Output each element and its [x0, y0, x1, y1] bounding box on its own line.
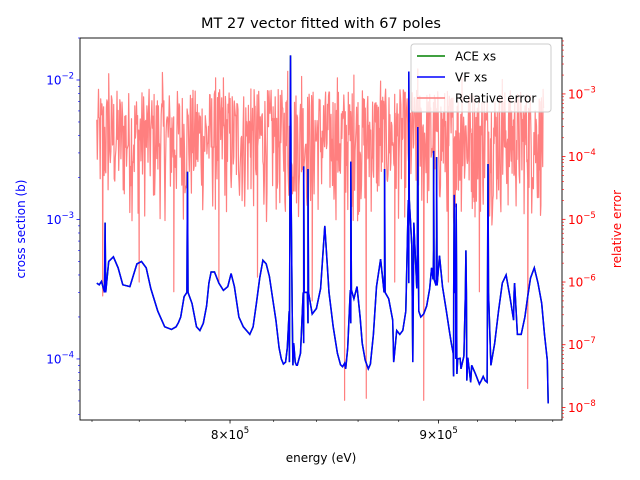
y-left-tick-label: 10−4 — [46, 350, 74, 366]
y-right-tick-label: 10−3 — [568, 85, 596, 101]
legend-label-relative-error: Relative error — [455, 92, 536, 106]
x-tick-label: 9×105 — [419, 426, 457, 442]
x-axis-label: energy (eV) — [286, 451, 357, 465]
legend: ACE xs VF xs Relative error — [410, 43, 552, 113]
x-axis: 8×105 9×105 — [91, 420, 554, 442]
vf-xs-line — [96, 55, 549, 404]
y-right-tick-label: 10−8 — [568, 399, 596, 415]
y-right-tick-label: 10−5 — [568, 211, 596, 227]
y-axis-right-label: relative error — [610, 190, 624, 268]
y-right-tick-label: 10−6 — [568, 274, 596, 290]
y-axis-left: 10−4 10−3 10−2 — [46, 37, 80, 415]
legend-label-vf-xs: VF xs — [455, 71, 487, 85]
y-right-tick-label: 10−4 — [568, 148, 596, 164]
y-left-tick-label: 10−2 — [46, 71, 74, 87]
y-left-tick-label: 10−3 — [46, 211, 74, 227]
legend-label-ace-xs: ACE xs — [455, 50, 496, 64]
y-axis-right: 10−8 10−7 10−6 10−5 10−4 10−3 — [562, 40, 596, 418]
relative-error-layer — [96, 68, 545, 401]
x-tick-label: 8×105 — [211, 426, 249, 442]
y-axis-left-label: cross section (b) — [14, 180, 28, 279]
relative-error-line — [96, 68, 545, 401]
legend-box — [410, 43, 552, 113]
y-right-tick-label: 10−7 — [568, 336, 596, 352]
chart-title: MT 27 vector fitted with 67 poles — [201, 16, 441, 32]
cross-section-layer — [96, 55, 549, 404]
